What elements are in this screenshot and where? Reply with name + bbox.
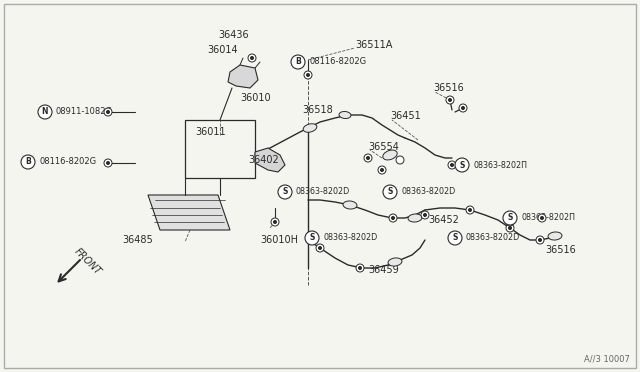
Circle shape — [538, 214, 546, 222]
Text: A//3 10007: A//3 10007 — [584, 355, 630, 364]
Text: S: S — [282, 187, 288, 196]
Text: 36451: 36451 — [390, 111, 420, 121]
Circle shape — [509, 227, 511, 230]
Text: 36485: 36485 — [122, 235, 153, 245]
Text: 36011: 36011 — [195, 127, 226, 137]
Text: 36402: 36402 — [248, 155, 279, 165]
Text: 08363-8202D: 08363-8202D — [401, 187, 455, 196]
Circle shape — [378, 166, 386, 174]
Circle shape — [538, 238, 541, 241]
Text: 36511A: 36511A — [355, 40, 392, 50]
Ellipse shape — [388, 258, 402, 266]
Ellipse shape — [548, 232, 562, 240]
Ellipse shape — [383, 150, 397, 160]
Text: 08363-8202D: 08363-8202D — [296, 187, 350, 196]
Circle shape — [451, 164, 454, 167]
Text: 08911-1082G: 08911-1082G — [56, 108, 113, 116]
Circle shape — [389, 214, 397, 222]
Polygon shape — [255, 148, 285, 172]
Circle shape — [468, 208, 472, 212]
Circle shape — [509, 221, 511, 224]
Text: N: N — [42, 108, 48, 116]
Ellipse shape — [339, 112, 351, 119]
Circle shape — [448, 231, 462, 245]
Circle shape — [466, 206, 474, 214]
Text: 36436: 36436 — [218, 30, 248, 40]
Text: 36516: 36516 — [545, 245, 576, 255]
Text: B: B — [25, 157, 31, 167]
Circle shape — [248, 54, 256, 62]
Circle shape — [307, 74, 310, 77]
Circle shape — [381, 169, 383, 171]
Circle shape — [305, 231, 319, 245]
Circle shape — [506, 224, 514, 232]
Circle shape — [104, 159, 112, 167]
Ellipse shape — [408, 214, 422, 222]
Text: 36452: 36452 — [428, 215, 459, 225]
Text: S: S — [387, 187, 393, 196]
Circle shape — [421, 211, 429, 219]
Circle shape — [455, 158, 469, 172]
Circle shape — [278, 185, 292, 199]
Text: S: S — [460, 160, 465, 170]
Circle shape — [446, 96, 454, 104]
Text: 08363-8202D: 08363-8202D — [323, 234, 377, 243]
Circle shape — [304, 71, 312, 79]
Circle shape — [358, 266, 362, 269]
Circle shape — [383, 185, 397, 199]
Circle shape — [364, 154, 372, 162]
Circle shape — [449, 99, 451, 102]
Circle shape — [319, 247, 321, 250]
Circle shape — [392, 217, 394, 219]
Circle shape — [503, 211, 517, 225]
Circle shape — [448, 161, 456, 169]
Circle shape — [424, 214, 426, 217]
Text: 08363-8202Π: 08363-8202Π — [473, 160, 527, 170]
Text: 08116-8202G: 08116-8202G — [39, 157, 96, 167]
Circle shape — [106, 161, 109, 164]
Circle shape — [459, 104, 467, 112]
Circle shape — [291, 55, 305, 69]
Circle shape — [250, 57, 253, 60]
Text: 36010: 36010 — [240, 93, 271, 103]
Polygon shape — [228, 65, 258, 88]
Circle shape — [271, 218, 279, 226]
Bar — [185, 120, 255, 178]
Text: S: S — [309, 234, 315, 243]
Text: 36010H: 36010H — [260, 235, 298, 245]
Circle shape — [541, 217, 543, 219]
Circle shape — [536, 236, 544, 244]
Text: 36459: 36459 — [368, 265, 399, 275]
Text: 36518: 36518 — [302, 105, 333, 115]
Circle shape — [461, 106, 465, 109]
Text: 08363-8202D: 08363-8202D — [466, 234, 520, 243]
Circle shape — [38, 105, 52, 119]
Text: S: S — [452, 234, 458, 243]
Text: B: B — [295, 58, 301, 67]
Text: 08116-8202G: 08116-8202G — [309, 58, 366, 67]
Circle shape — [273, 221, 276, 224]
Ellipse shape — [343, 201, 357, 209]
Text: 08363-8202Π: 08363-8202Π — [521, 214, 575, 222]
Circle shape — [367, 157, 369, 160]
Text: FRONT: FRONT — [72, 247, 102, 277]
Circle shape — [356, 264, 364, 272]
Text: 36554: 36554 — [368, 142, 399, 152]
Polygon shape — [148, 195, 230, 230]
Circle shape — [396, 156, 404, 164]
Text: S: S — [508, 214, 513, 222]
Circle shape — [104, 108, 112, 116]
Text: 36516: 36516 — [433, 83, 464, 93]
Circle shape — [316, 244, 324, 252]
Text: 36014: 36014 — [207, 45, 237, 55]
Circle shape — [506, 218, 514, 226]
Ellipse shape — [303, 124, 317, 132]
Circle shape — [21, 155, 35, 169]
Circle shape — [106, 110, 109, 113]
